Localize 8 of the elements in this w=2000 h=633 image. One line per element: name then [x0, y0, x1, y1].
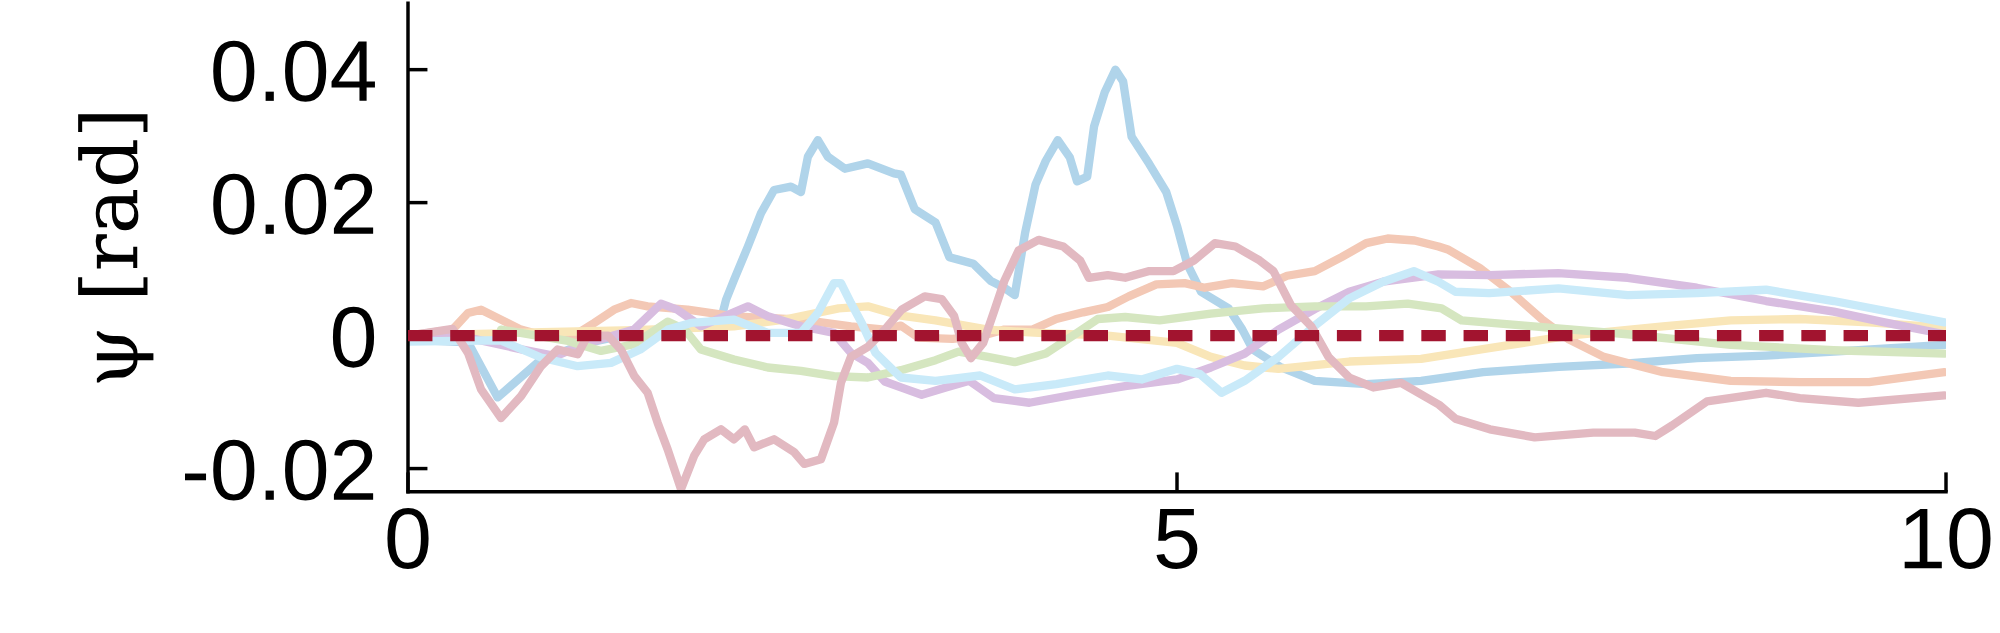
- x-tick-label: 0: [387, 508, 429, 569]
- x-tick-label: 10: [1904, 508, 1991, 569]
- y-axis-title: ψ [rad]: [78, 114, 154, 383]
- y-tick-label: -0.02: [185, 439, 374, 501]
- y-tick-label: 0.02: [213, 173, 374, 235]
- y-tick-label: 0: [332, 306, 375, 368]
- x-tick-label: 5: [1156, 508, 1198, 569]
- y-tick-label: 0.04: [213, 40, 375, 102]
